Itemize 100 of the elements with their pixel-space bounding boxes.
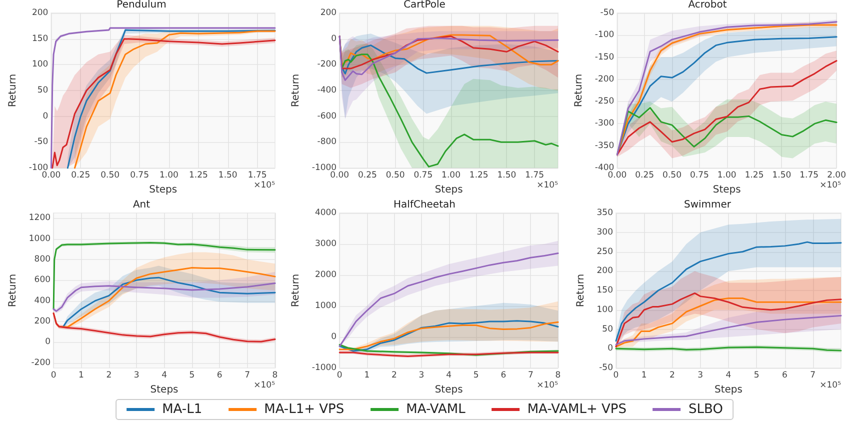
x-tick-label: 0.25 bbox=[635, 170, 654, 180]
x-tick-label: 1.75 bbox=[248, 170, 267, 180]
y-tick-label: 600 bbox=[34, 275, 51, 286]
chart-title: Acrobot bbox=[688, 0, 727, 10]
y-tick-label: -350 bbox=[594, 140, 614, 151]
x-tick-label: 0.75 bbox=[414, 170, 433, 180]
x-tick-label: 4 bbox=[446, 370, 452, 380]
x-tick-label: 6 bbox=[782, 370, 788, 380]
x-tick-label: 1.75 bbox=[800, 170, 819, 180]
y-tick-label: -150 bbox=[594, 52, 614, 62]
legend-label: MA-VAML bbox=[406, 402, 466, 417]
text: ×10⁵ bbox=[820, 380, 842, 390]
y-tick-label: 800 bbox=[34, 254, 51, 264]
x-tick-label: 7 bbox=[810, 370, 816, 380]
y-tick-label: -200 bbox=[31, 358, 51, 368]
x-tick-label: 0.50 bbox=[100, 170, 120, 180]
x-tick-label: 0.75 bbox=[130, 170, 150, 180]
legend-label: MA-VAML+ VPS bbox=[527, 402, 627, 417]
y-tick-label: 3000 bbox=[314, 239, 337, 249]
x-tick-label: 8 bbox=[555, 370, 561, 380]
y-tick-label: 100 bbox=[596, 304, 613, 315]
x-tick-label: 3 bbox=[418, 370, 424, 380]
x-tick-label: 1.25 bbox=[469, 170, 488, 180]
x-tick-label: 0.00 bbox=[42, 170, 61, 180]
x-tick-label: 1.25 bbox=[744, 170, 764, 180]
y-tick-label: 2000 bbox=[314, 270, 337, 280]
x-tick-label: 1 bbox=[364, 370, 370, 380]
y-tick-label: -50 bbox=[600, 8, 614, 18]
x-tick-label: 1.50 bbox=[772, 170, 792, 180]
x-tick-label: 7 bbox=[528, 370, 534, 380]
y-tick-label: 0 bbox=[331, 34, 337, 44]
y-tick-label: -50 bbox=[34, 137, 48, 148]
x-tick-label: 0.75 bbox=[690, 170, 709, 180]
y-tick-label: 50 bbox=[602, 324, 613, 334]
y-tick-label: 200 bbox=[32, 8, 48, 18]
y-tick-label: 0 bbox=[42, 111, 48, 122]
y-tick-label: -200 bbox=[317, 60, 337, 70]
y-tick-label: 0 bbox=[608, 344, 613, 354]
text: ×10⁵ bbox=[536, 180, 558, 190]
chart-title: Pendulum bbox=[116, 0, 166, 10]
x-tick-label: 1.75 bbox=[525, 170, 544, 180]
x-tick-label: 0.00 bbox=[608, 170, 627, 180]
x-tick-label: 5 bbox=[754, 370, 760, 380]
x-tick-label: 1.00 bbox=[442, 170, 460, 180]
text: ×10⁵ bbox=[254, 180, 276, 190]
y-tick-label: -800 bbox=[317, 137, 337, 148]
x-tick-label: 0.25 bbox=[71, 170, 90, 180]
y-tick-label: -100 bbox=[594, 30, 614, 40]
x-tick-label: 2 bbox=[670, 370, 675, 380]
y-tick-label: 350 bbox=[596, 208, 613, 218]
chart-title: CartPole bbox=[404, 0, 446, 10]
x-tick-label: 2 bbox=[391, 370, 397, 380]
x-tick-label: 5 bbox=[189, 370, 195, 380]
y-tick-label: -600 bbox=[317, 111, 337, 122]
x-tick-label: 0.50 bbox=[662, 170, 682, 180]
x-tick-label: 4 bbox=[726, 370, 732, 380]
y-tick-label: -50 bbox=[599, 363, 613, 373]
x-tick-label: 1.00 bbox=[717, 170, 736, 180]
y-tick-label: 400 bbox=[34, 296, 51, 306]
x-tick-label: 3 bbox=[698, 370, 704, 380]
x-tick-label: 1.50 bbox=[497, 170, 516, 180]
y-tick-label: 200 bbox=[320, 8, 337, 18]
y-tick-label: -300 bbox=[594, 118, 614, 129]
y-tick-label: 4000 bbox=[314, 208, 337, 218]
x-tick-label: 6 bbox=[216, 370, 222, 380]
x-axis-title: Steps bbox=[714, 384, 742, 396]
y-axis-title: Return bbox=[8, 74, 18, 108]
x-tick-label: 2 bbox=[106, 370, 112, 380]
legend-label: MA-L1 bbox=[162, 402, 202, 417]
y-tick-label: 100 bbox=[32, 60, 48, 70]
x-tick-label: 0.00 bbox=[330, 170, 350, 180]
chart-title: Swimmer bbox=[684, 200, 732, 210]
x-tick-label: 0.50 bbox=[386, 170, 405, 180]
x-axis-title: Steps bbox=[434, 184, 463, 196]
chart-title: Ant bbox=[132, 200, 150, 210]
x-tick-label: 2.00 bbox=[827, 170, 846, 180]
y-tick-label: 150 bbox=[596, 286, 613, 296]
x-tick-label: 7 bbox=[244, 370, 250, 380]
x-tick-label: 1.25 bbox=[188, 170, 208, 180]
x-tick-label: 8 bbox=[272, 370, 278, 380]
x-tick-label: 1.00 bbox=[160, 170, 178, 180]
y-tick-label: -1000 bbox=[312, 363, 337, 373]
text: ×10⁵ bbox=[820, 180, 842, 190]
text: ×10⁵ bbox=[254, 380, 276, 390]
y-axis-title: Return bbox=[290, 74, 302, 108]
x-tick-label: 5 bbox=[473, 370, 479, 380]
y-tick-label: 200 bbox=[596, 266, 613, 276]
y-tick-label: -400 bbox=[317, 86, 337, 96]
legend-label: SLBO bbox=[688, 402, 723, 417]
y-tick-label: -250 bbox=[594, 96, 614, 107]
y-tick-label: 0 bbox=[331, 332, 337, 342]
legend-label: MA-L1+ VPS bbox=[264, 402, 344, 417]
x-tick-label: 1 bbox=[641, 370, 647, 380]
x-tick-label: 3 bbox=[134, 370, 140, 380]
x-axis-title: Steps bbox=[712, 184, 741, 196]
x-axis-title: Steps bbox=[150, 384, 178, 396]
x-tick-label: 1.50 bbox=[218, 170, 238, 180]
y-tick-label: 0 bbox=[45, 337, 51, 348]
y-tick-label: 1000 bbox=[314, 301, 337, 311]
y-axis-title: Return bbox=[575, 274, 586, 308]
